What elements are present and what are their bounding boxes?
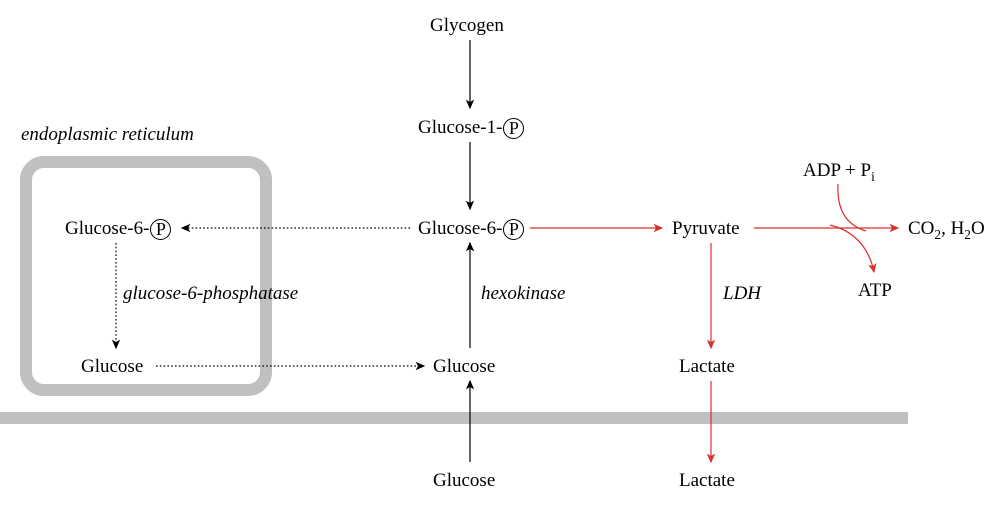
node-text: LDH [723, 283, 761, 304]
node-adp_pi: ADP + Pi [803, 160, 875, 185]
node-text: Glucose-6- [65, 218, 149, 239]
node-text: Glucose [433, 356, 495, 377]
node-text: endoplasmic reticulum [21, 124, 194, 145]
node-text: hexokinase [481, 283, 565, 304]
node-lactate_in: Lactate [679, 356, 735, 378]
edge-adp_pi-_join [838, 184, 866, 231]
node-co2_h2o: CO2, H2O [908, 218, 985, 243]
node-text: ATP [858, 280, 892, 301]
node-text: Glucose [433, 470, 495, 491]
node-er_label: endoplasmic reticulum [21, 124, 194, 146]
phosphate-icon: P [150, 219, 171, 240]
node-text: Lactate [679, 356, 735, 377]
diagram-svg [0, 0, 997, 507]
node-g6pase_label: glucose-6-phosphatase [123, 283, 298, 305]
node-glucose_bottom: Glucose [433, 470, 495, 492]
phosphate-icon: P [503, 219, 524, 240]
node-pyruvate: Pyruvate [672, 218, 740, 240]
node-text: glucose-6-phosphatase [123, 283, 298, 304]
node-g1p: Glucose-1-P [418, 117, 524, 139]
node-text: Glucose-6- [418, 218, 502, 239]
node-text: Glucose-1- [418, 117, 502, 138]
node-g6p_er: Glucose-6-P [65, 218, 171, 240]
node-text: Glucose [81, 356, 143, 377]
node-hexokinase: hexokinase [481, 283, 565, 305]
node-glucose_center: Glucose [433, 356, 495, 378]
phosphate-icon: P [503, 118, 524, 139]
node-atp: ATP [858, 280, 892, 302]
node-text: Pyruvate [672, 218, 740, 239]
edges [116, 40, 898, 462]
node-text: Glycogen [430, 15, 504, 36]
node-lactate_out: Lactate [679, 470, 735, 492]
node-text: Lactate [679, 470, 735, 491]
node-ldh: LDH [723, 283, 761, 305]
node-g6p_center: Glucose-6-P [418, 218, 524, 240]
edge-_join-atp [830, 225, 874, 272]
node-glucose_er: Glucose [81, 356, 143, 378]
node-glycogen: Glycogen [430, 15, 504, 37]
